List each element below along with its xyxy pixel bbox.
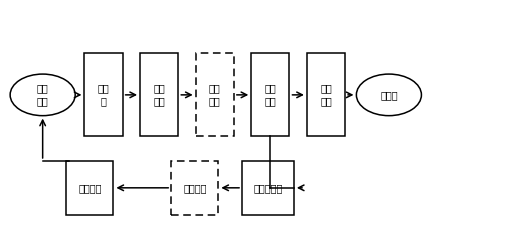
Text: 被测
对象: 被测 对象 bbox=[37, 84, 48, 106]
Ellipse shape bbox=[10, 74, 75, 116]
Text: 传感
器: 传感 器 bbox=[98, 84, 109, 106]
Text: 观察者: 观察者 bbox=[380, 90, 398, 100]
FancyBboxPatch shape bbox=[242, 161, 295, 215]
FancyBboxPatch shape bbox=[66, 161, 114, 215]
Text: 激励装置: 激励装置 bbox=[78, 183, 102, 193]
FancyBboxPatch shape bbox=[171, 161, 218, 215]
Ellipse shape bbox=[357, 74, 421, 116]
FancyBboxPatch shape bbox=[251, 53, 289, 137]
Text: 模数
转换: 模数 转换 bbox=[209, 84, 220, 106]
Text: 反馈、控制: 反馈、控制 bbox=[254, 183, 283, 193]
Text: 信号
处理: 信号 处理 bbox=[265, 84, 276, 106]
FancyBboxPatch shape bbox=[84, 53, 123, 137]
FancyBboxPatch shape bbox=[307, 53, 345, 137]
FancyBboxPatch shape bbox=[140, 53, 178, 137]
Text: 显示
记录: 显示 记录 bbox=[320, 84, 332, 106]
FancyBboxPatch shape bbox=[196, 53, 234, 137]
Text: 信号
调理: 信号 调理 bbox=[153, 84, 165, 106]
Text: 数模转换: 数模转换 bbox=[183, 183, 207, 193]
